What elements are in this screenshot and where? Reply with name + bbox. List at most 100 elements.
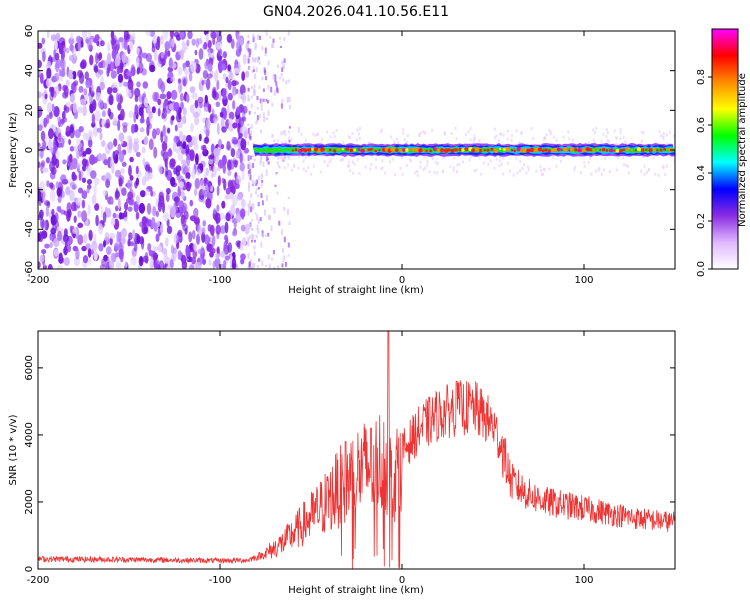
spectrogram-cell (192, 111, 199, 119)
spectrogram-cell (288, 126, 291, 129)
spectrogram-cell (91, 194, 97, 206)
spectrogram-cell (44, 243, 50, 249)
spectrogram-ridge-peak (605, 149, 609, 152)
spectrogram-cell (69, 225, 73, 234)
spectrogram-cell (293, 163, 296, 167)
spectrogram-cell (275, 172, 278, 176)
spectrogram-cell (498, 159, 501, 163)
spectrogram-cell (69, 126, 75, 139)
spectrogram-cell (272, 38, 275, 44)
spectrogram-cell (261, 46, 264, 51)
spectrogram-cell (287, 79, 290, 83)
spectrogram-ridge-peak (599, 148, 602, 151)
spectrogram-cell (56, 226, 63, 233)
spectrogram-cell (42, 51, 46, 62)
spectrogram-cell (531, 136, 534, 140)
spectrogram-ridge-peak (659, 148, 663, 152)
spectrogram-cell (97, 152, 103, 161)
spectrogram-cell (216, 185, 220, 196)
spectrogram-cell (450, 132, 453, 135)
spectrogram-cell (45, 205, 49, 217)
spectrogram-cell (283, 158, 286, 162)
spectrogram-cell (232, 86, 237, 96)
spectrogram-cell (98, 61, 103, 69)
spectrogram-cell (195, 153, 199, 166)
spectrogram-cell (288, 221, 291, 226)
spectrogram-ridge-peak (581, 148, 587, 153)
spectrogram-cell (135, 211, 140, 220)
spectrogram-cell (321, 137, 324, 141)
spectrogram-cell (274, 184, 277, 187)
spectrogram-cell (642, 154, 645, 158)
spectrogram-cell (163, 212, 169, 222)
spectrogram-cell (356, 128, 359, 132)
spectrogram-ridge-peak (520, 149, 523, 153)
spectrogram-ridge-peak (324, 149, 327, 152)
spectrogram-cell (502, 133, 505, 137)
spectrogram-cell (155, 233, 160, 242)
spectrogram-cell (326, 164, 329, 168)
spectrogram-cell (143, 96, 149, 108)
spectrogram-cell (190, 104, 195, 114)
spectrogram-cell (178, 81, 182, 94)
spectrogram-cell (493, 127, 496, 131)
spectrogram-cell (247, 209, 250, 216)
spectrogram-cell (297, 126, 300, 130)
spectrogram-cell (456, 163, 459, 167)
spectrogram-ridge-peak (556, 147, 561, 152)
spectrogram-cell (247, 123, 250, 127)
spectrogram-cell (57, 230, 62, 242)
spectrogram-cell (157, 108, 161, 117)
spectrogram-cell (662, 166, 665, 170)
spectrogram-cell (120, 237, 126, 245)
x-tick-label: -100 (209, 275, 232, 286)
spectrogram-cell (113, 44, 120, 51)
spectrogram-cell (583, 164, 586, 168)
spectrogram-cell (673, 134, 675, 138)
spectrogram-cell (62, 159, 67, 165)
spectrogram-cell (152, 91, 158, 102)
spectrogram-cell (107, 42, 111, 52)
spectrogram-cell (284, 141, 287, 145)
spectrogram-cell (252, 182, 255, 187)
spectrogram-cell (135, 177, 140, 186)
spectrogram-cell (247, 236, 250, 242)
spectrogram-ridge-peak (568, 149, 571, 152)
spectrogram-cell (85, 166, 90, 172)
spectrogram-cell (239, 37, 244, 46)
spectrogram-cell (516, 171, 519, 175)
spectrogram-cell (452, 169, 455, 173)
spectrogram-cell (182, 78, 187, 87)
spectrogram-cell (77, 210, 82, 218)
spectrogram-cell (44, 93, 48, 100)
spectrogram-cell (227, 79, 232, 91)
colorbar-label: Normalized spectral amplitude (737, 73, 748, 227)
spectrogram-cell (260, 156, 263, 163)
spectrogram-cell (286, 208, 289, 215)
spectrogram-cell (148, 249, 154, 257)
spectrogram-cell (60, 118, 65, 125)
spectrogram-cell (254, 180, 257, 184)
spectrogram-cell (454, 126, 457, 130)
spectrogram-ridge-peak (374, 149, 378, 153)
spectrogram-cell (501, 162, 503, 166)
spectrogram-ridge-peak (364, 148, 368, 152)
spectrogram-cell (247, 253, 250, 259)
spectrogram-cell (111, 49, 117, 60)
snr-frame (37, 330, 676, 570)
spectrogram-cell (567, 130, 570, 134)
spectrogram-cell (221, 200, 226, 209)
spectrogram-cell (230, 38, 235, 49)
spectrogram-cell (256, 115, 259, 121)
spectrogram-cell (55, 58, 62, 69)
spectrogram-cell (325, 130, 328, 134)
spectrogram-cell (247, 128, 250, 134)
spectrogram-cell (132, 229, 136, 240)
spectrogram-cell (103, 159, 109, 166)
spectrogram-cell (281, 99, 284, 103)
spectrogram-ridge-peak (367, 148, 371, 152)
spectrogram-ridge-peak (349, 148, 354, 153)
spectrogram-cell (114, 193, 119, 201)
spectrogram-cell (114, 252, 120, 258)
spectrogram-cell (221, 63, 226, 71)
